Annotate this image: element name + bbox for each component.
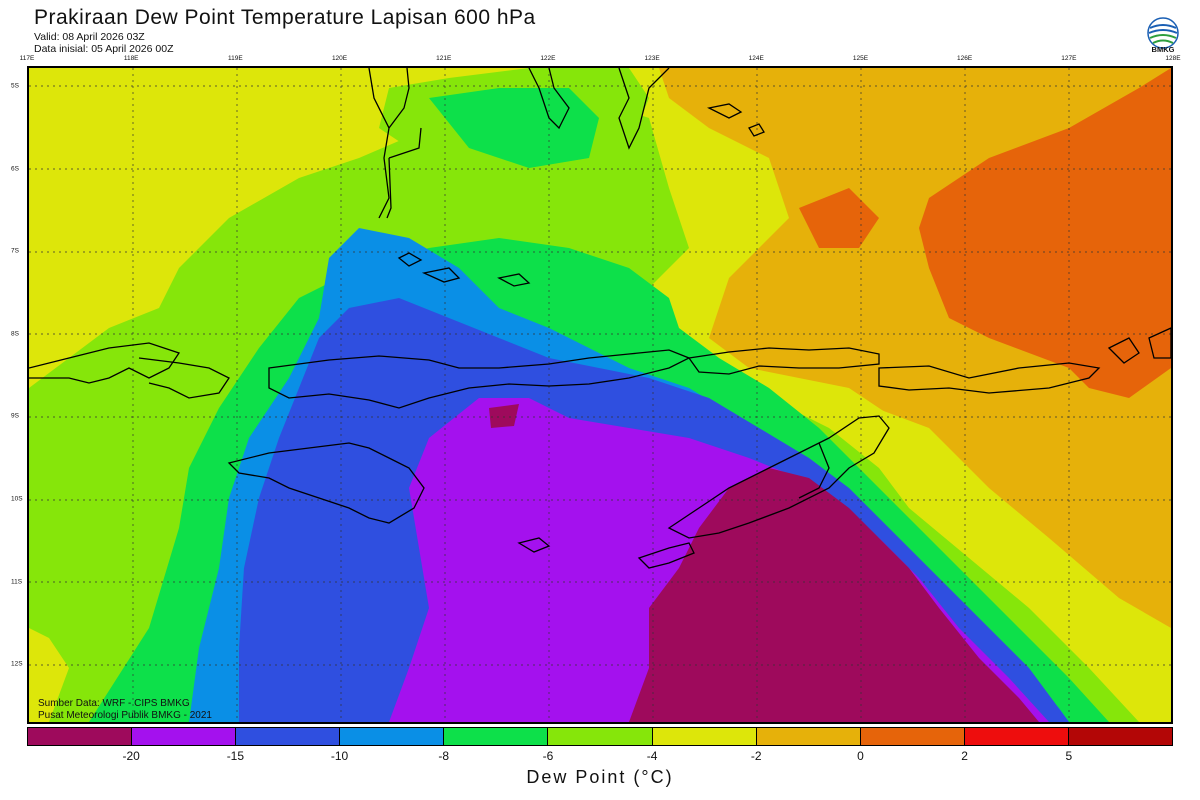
- buton-coast: [528, 68, 570, 130]
- colorbar-tick-label: -8: [438, 749, 450, 763]
- flores-sea-islands: [397, 252, 531, 287]
- colorbar-segment: [964, 728, 1069, 745]
- field-band-0-2-patch: [799, 188, 879, 248]
- longitude-label: 122E: [540, 55, 556, 62]
- field-band-below-minus20-patch: [489, 404, 519, 428]
- colorbar-tick-label: 0: [857, 749, 864, 763]
- colorbar-tick-label: -6: [542, 749, 554, 763]
- field-band-yellow-east: [849, 398, 1171, 722]
- colorbar-segment: [444, 728, 549, 745]
- colorbar-tick-label: -10: [330, 749, 349, 763]
- latitude-label: 6S: [11, 165, 19, 173]
- longitude-label: 124E: [748, 55, 764, 62]
- wetar-coast: [878, 362, 1101, 394]
- bmkg-logo-icon: [1147, 17, 1179, 49]
- colorbar-title: Dew Point (°C): [526, 767, 674, 787]
- longitude-label: 128E: [1165, 55, 1181, 62]
- sulawesi-coast: [368, 68, 670, 219]
- latitude-label: 11S: [11, 578, 23, 586]
- longitude-label: 120E: [331, 55, 348, 62]
- colorbar-tick-label: 5: [1065, 749, 1073, 763]
- colorbar-segment: [860, 728, 965, 745]
- timor-leste-border: [798, 442, 830, 499]
- longitude-label: 125E: [852, 55, 869, 62]
- sumbawa-east-coast: [138, 357, 230, 399]
- map-title: Prakiraan Dew Point Temperature Lapisan …: [34, 6, 536, 29]
- colorbar-tick-label: -15: [226, 749, 245, 763]
- longitude-label: 119E: [228, 55, 243, 62]
- latitude-label: 9S: [11, 412, 19, 420]
- latitude-label: 12S: [11, 660, 23, 668]
- tanimbar-coast: [1107, 337, 1140, 364]
- colorbar-tick-label: -4: [646, 749, 658, 763]
- longitude-label: 123E: [644, 55, 660, 62]
- colorbar-tick-label: -2: [750, 749, 762, 763]
- longitude-label: 127E: [1061, 55, 1077, 62]
- colorbar-segment: [756, 728, 861, 745]
- selayar-coast: [386, 157, 392, 219]
- valid-time: Valid: 08 April 2026 03Z: [34, 31, 145, 43]
- flores-coast: [268, 349, 691, 409]
- colorbar: [27, 727, 1173, 746]
- colorbar-segment: [236, 728, 341, 745]
- colorbar-segment: [132, 728, 237, 745]
- sumbawa-coast: [29, 342, 181, 384]
- colorbar-tick-label: -20: [122, 749, 140, 763]
- colorbar-tick-label: 2: [961, 749, 968, 763]
- field-band-below-minus20: [629, 468, 1039, 722]
- longitude-label: 126E: [957, 55, 973, 62]
- dew-point-map: [27, 66, 1173, 724]
- colorbar-segment: [340, 728, 445, 745]
- sawu-coast: [517, 537, 551, 553]
- colorbar-segment: [28, 728, 133, 745]
- latitude-label: 8S: [11, 330, 19, 338]
- latitude-label: 10S: [11, 495, 23, 503]
- init-time: Data inisial: 05 April 2026 00Z: [34, 43, 174, 55]
- colorbar-segment: [652, 728, 757, 745]
- grid-lines: [29, 68, 1171, 722]
- babar-coast: [1148, 327, 1171, 359]
- alor-coast: [687, 347, 880, 375]
- longitude-label: 117E: [19, 55, 35, 62]
- coastlines: [29, 68, 1171, 569]
- longitude-label: 118E: [123, 55, 139, 62]
- data-source-credit: Sumber Data: WRF - CIPS BMKG: [38, 698, 190, 709]
- banda-islands: [707, 103, 765, 137]
- longitude-label: 121E: [436, 55, 452, 62]
- field-band-green-west: [29, 628, 69, 722]
- latitude-label: 5S: [11, 82, 19, 90]
- latitude-label: 7S: [11, 247, 19, 255]
- field-band-0-2: [919, 68, 1171, 398]
- colorbar-segment: [1068, 728, 1173, 745]
- org-credit: Pusat Meteorologi Publik BMKG - 2021: [38, 710, 212, 721]
- field-band-green-top: [429, 88, 599, 168]
- logo-label: BMKG: [1151, 45, 1175, 54]
- rote-coast: [637, 542, 695, 569]
- sumba-coast: [227, 442, 425, 524]
- colorbar-segment: [548, 728, 653, 745]
